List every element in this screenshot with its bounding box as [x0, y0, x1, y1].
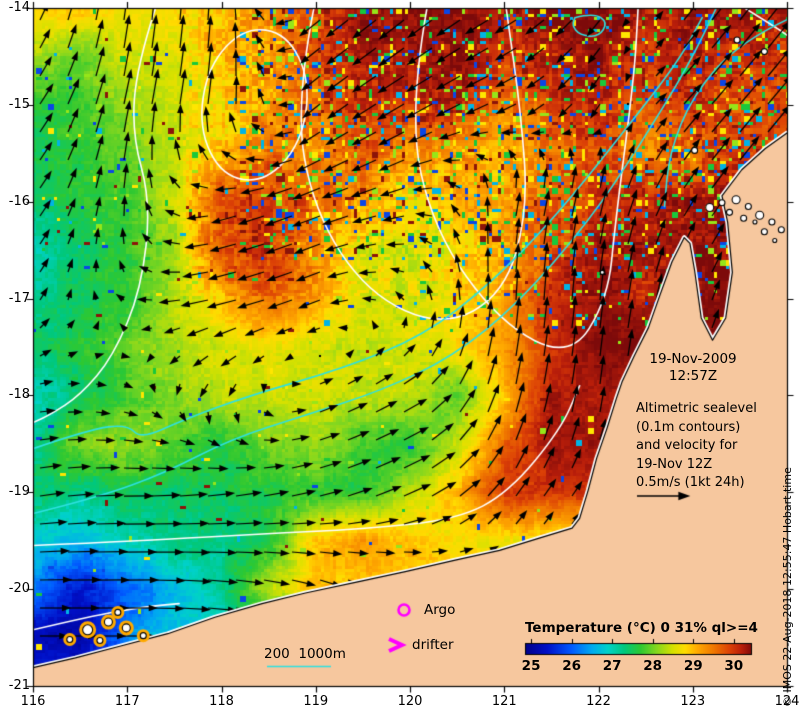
y-tick-label: -19 — [8, 484, 30, 500]
colorbar-tick-label: 27 — [602, 658, 622, 674]
annotation-line: 19-Nov 12Z — [636, 456, 713, 472]
x-tick-label: 124 — [774, 694, 800, 709]
y-tick-label: -17 — [8, 290, 30, 306]
date-annotation: 19-Nov-2009 12:57Z — [608, 351, 778, 385]
x-tick-label: 123 — [680, 694, 706, 709]
x-tick-label: 122 — [586, 694, 611, 709]
annotation-line: and velocity for — [636, 438, 738, 453]
x-tick-label: 118 — [209, 694, 234, 709]
annotation-line: 0.5m/s (1kt 24h) — [636, 475, 745, 490]
colorbar-tick-label: 28 — [643, 658, 663, 674]
x-tick-label: 121 — [491, 694, 517, 709]
y-tick-label: -16 — [8, 193, 30, 209]
colorbar-tick-label: 25 — [521, 658, 541, 674]
date-label: 19-Nov-2009 — [649, 351, 737, 367]
colorbar-title: Temperature (°C) 0 31% ql>=4 — [525, 620, 758, 636]
colorbar-tick-label: 30 — [724, 658, 744, 674]
altimetry-annotation: Altimetric sealevel (0.1m contours) and … — [636, 400, 757, 493]
y-tick-label: -14 — [8, 0, 30, 15]
annotation-line: Altimetric sealevel — [636, 401, 757, 416]
x-tick-label: 119 — [303, 694, 329, 709]
y-tick-label: -20 — [8, 581, 30, 597]
x-tick-label: 120 — [397, 694, 423, 709]
copyright-text: © IMOS 22-Aug-2018 12:55:47 Hobart time — [781, 467, 794, 707]
colorbar-tick-label: 26 — [562, 658, 581, 674]
isobath-legend-label: 200 1000m — [264, 646, 346, 662]
argo-marker-label: Argo — [424, 602, 456, 618]
x-tick-label: 116 — [20, 694, 46, 709]
y-tick-label: -15 — [8, 96, 30, 112]
x-tick-label: 117 — [114, 694, 140, 709]
time-label: 12:57Z — [668, 368, 718, 384]
annotation-line: (0.1m contours) — [636, 419, 741, 435]
y-tick-label: -21 — [8, 678, 30, 693]
colorbar-tick-label: 29 — [683, 658, 703, 674]
y-tick-label: -18 — [8, 387, 30, 403]
drifter-marker-label: drifter — [412, 637, 454, 653]
